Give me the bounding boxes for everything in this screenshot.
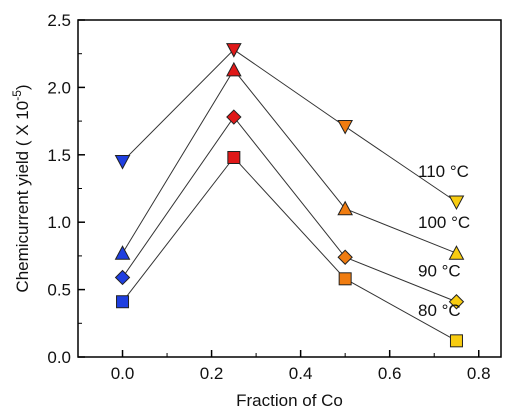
diamond-marker [226, 109, 242, 125]
series-label: 80 °C [418, 301, 461, 320]
y-tick-label: 1.0 [47, 213, 71, 232]
triangle-down-marker [114, 155, 131, 170]
series-markers [114, 43, 465, 348]
y-axis-title-text: Chemicurrent yield ( X 10 [13, 101, 32, 293]
square-marker [449, 334, 463, 348]
series-label: 110 °C [418, 162, 469, 181]
series-lines [122, 49, 457, 342]
x-tick-label: 0.4 [289, 364, 313, 383]
y-tick-label: 0.0 [47, 348, 71, 367]
series-line [122, 116, 457, 303]
diamond-marker [114, 269, 131, 286]
y-axis-title-exponent: -5 [10, 90, 24, 101]
triangle-down-marker [448, 195, 465, 211]
y-axis-title-suffix: ) [13, 84, 32, 90]
y-tick-label: 2.5 [47, 11, 71, 30]
x-axis-title: Fraction of Co [236, 391, 343, 410]
series-line [122, 69, 457, 254]
triangle-down-marker [226, 43, 242, 58]
y-axis: 0.0 0.5 1.0 1.5 2.0 2.5 [47, 11, 85, 367]
triangle-up-marker [448, 245, 465, 260]
y-axis-title: Chemicurrent yield ( X 10-5) [10, 84, 32, 292]
triangle-down-marker [337, 119, 353, 135]
square-marker [116, 295, 130, 309]
diamond-marker [337, 249, 353, 265]
diamond-marker [448, 294, 465, 310]
series-label: 90 °C [418, 262, 461, 281]
square-marker [227, 150, 241, 164]
series-labels: 110 °C 100 °C 90 °C 80 °C [418, 162, 470, 320]
x-tick-label: 0.0 [111, 364, 135, 383]
x-tick-label: 0.6 [378, 364, 402, 383]
series-line [122, 49, 457, 203]
triangle-up-marker [337, 200, 353, 216]
y-tick-label: 1.5 [47, 146, 71, 165]
y-tick-label: 2.0 [47, 78, 71, 97]
x-axis: 0.0 0.2 0.4 0.6 0.8 [77, 350, 491, 383]
triangle-up-marker [114, 245, 131, 260]
series-line [122, 156, 457, 342]
triangle-up-marker [226, 61, 242, 77]
y-tick-label: 0.5 [47, 281, 71, 300]
x-tick-label: 0.2 [200, 364, 224, 383]
series-label: 100 °C [418, 213, 470, 232]
x-tick-label: 0.8 [467, 364, 491, 383]
square-marker [338, 272, 352, 286]
